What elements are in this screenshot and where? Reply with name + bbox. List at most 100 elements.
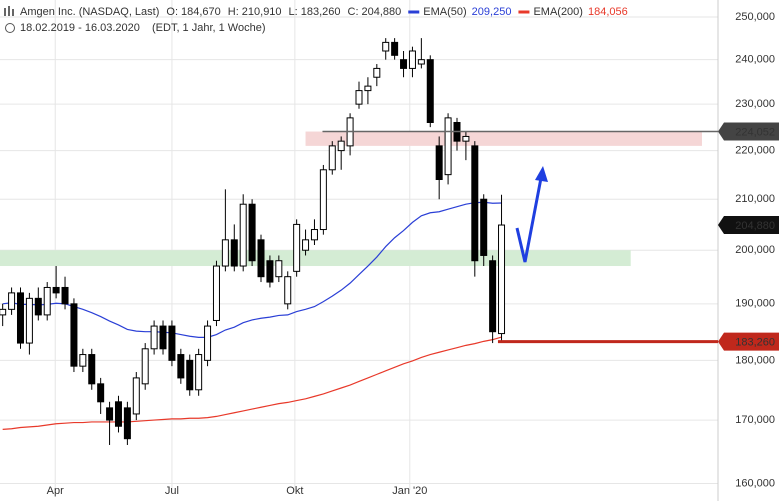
candle-body [97,383,105,403]
candle-body [489,260,497,333]
quote-value: 183,260 [301,6,341,18]
quote-value: 210,910 [242,6,282,18]
clock-icon [5,23,15,33]
y-tick-label: 230,000 [735,98,775,110]
x-tick-label: Okt [286,485,303,497]
x-tick-label: Apr [47,485,64,497]
candle-body [114,401,122,427]
candle-body [408,50,416,69]
y-tick-label: 240,000 [735,54,775,66]
candle-body [70,303,78,367]
candle-body [88,354,96,385]
legend-value: 209,250 [472,6,512,18]
price-badge-label: 204,880 [735,220,775,232]
date-range: 18.02.2019 - 16.03.2020 [20,22,140,34]
candle-body [159,325,167,350]
y-tick-label: 160,000 [735,477,775,489]
y-tick-label: 210,000 [735,193,775,205]
candle-body [212,265,220,321]
candle-body [337,140,345,152]
price-badge-label: 183,260 [735,336,775,348]
arrow-head [535,166,548,182]
candle-body [186,359,194,391]
candle-body [302,239,310,251]
subtitle: (EDT, 1 Jahr, 1 Woche) [152,22,266,34]
candle-body [195,354,203,391]
candle-body [462,135,470,142]
candle-body [400,59,408,69]
candle-body [319,169,327,231]
quote-name: L: [289,6,298,18]
candle-body [25,297,33,344]
candle-body [150,325,158,350]
candle-body [373,67,381,78]
quote-name: O: [166,6,178,18]
candle-body [355,90,363,105]
candle-body [471,145,479,262]
ema-line [2,201,502,338]
candle-body [435,145,443,181]
candle-body [310,229,318,241]
candle-body [426,59,434,123]
legend-value: 184,056 [588,6,628,18]
candle-body [141,348,149,385]
candle-body [275,260,283,278]
candle-body [168,325,176,361]
candle-body [123,407,131,440]
candle-body [417,59,425,65]
legend-name: EMA(200) [533,6,583,18]
y-tick-label: 220,000 [735,145,775,157]
candle-body [79,354,87,367]
zone [0,250,631,267]
y-tick-label: 190,000 [735,298,775,310]
candle-body [8,292,16,310]
candle-body [444,117,452,176]
x-tick-label: Jul [165,485,179,497]
quote-name: C: [348,6,359,18]
candle-body [106,407,114,421]
candle-body [498,224,506,335]
price-badge [718,332,779,351]
ema-line [2,336,502,430]
candle-body [239,203,247,267]
candle-body [221,239,229,267]
y-tick-label: 170,000 [735,414,775,426]
icon [4,6,14,16]
candle-body [52,286,60,294]
candle-body [382,41,390,52]
zone [305,131,702,146]
y-tick-label: 180,000 [735,354,775,366]
candle-body [204,325,212,361]
candle-body [328,145,336,171]
candle-body [177,354,185,379]
candle-body [364,85,372,92]
price-badge [718,122,779,141]
title: Amgen Inc. (NASDAQ, Last) [20,6,159,18]
candle-body [132,377,140,415]
y-tick-label: 250,000 [735,11,775,23]
quote-value: 204,880 [362,6,402,18]
candle-body [61,286,69,305]
y-tick-label: 200,000 [735,244,775,256]
candle-body [34,297,42,316]
candle-body [293,223,301,272]
candle-body [248,203,256,262]
price-badge [718,216,779,235]
candle-body [257,239,265,278]
candle-body [480,198,488,256]
header: Amgen Inc. (NASDAQ, Last) O: 184,670 H: 210,… [20,6,628,18]
candle-body [0,308,7,316]
quote-name: H: [228,6,239,18]
candle-body [16,292,24,344]
candle-body [391,41,399,56]
x-tick-label: Jan '20 [392,485,427,497]
arrow [515,177,543,263]
candle-body [230,239,238,267]
price-badge-label: 224,052 [735,126,775,138]
quote-value: 184,670 [181,6,221,18]
candle-body [43,286,51,316]
candle-body [284,276,292,305]
legend-name: EMA(50) [423,6,466,18]
